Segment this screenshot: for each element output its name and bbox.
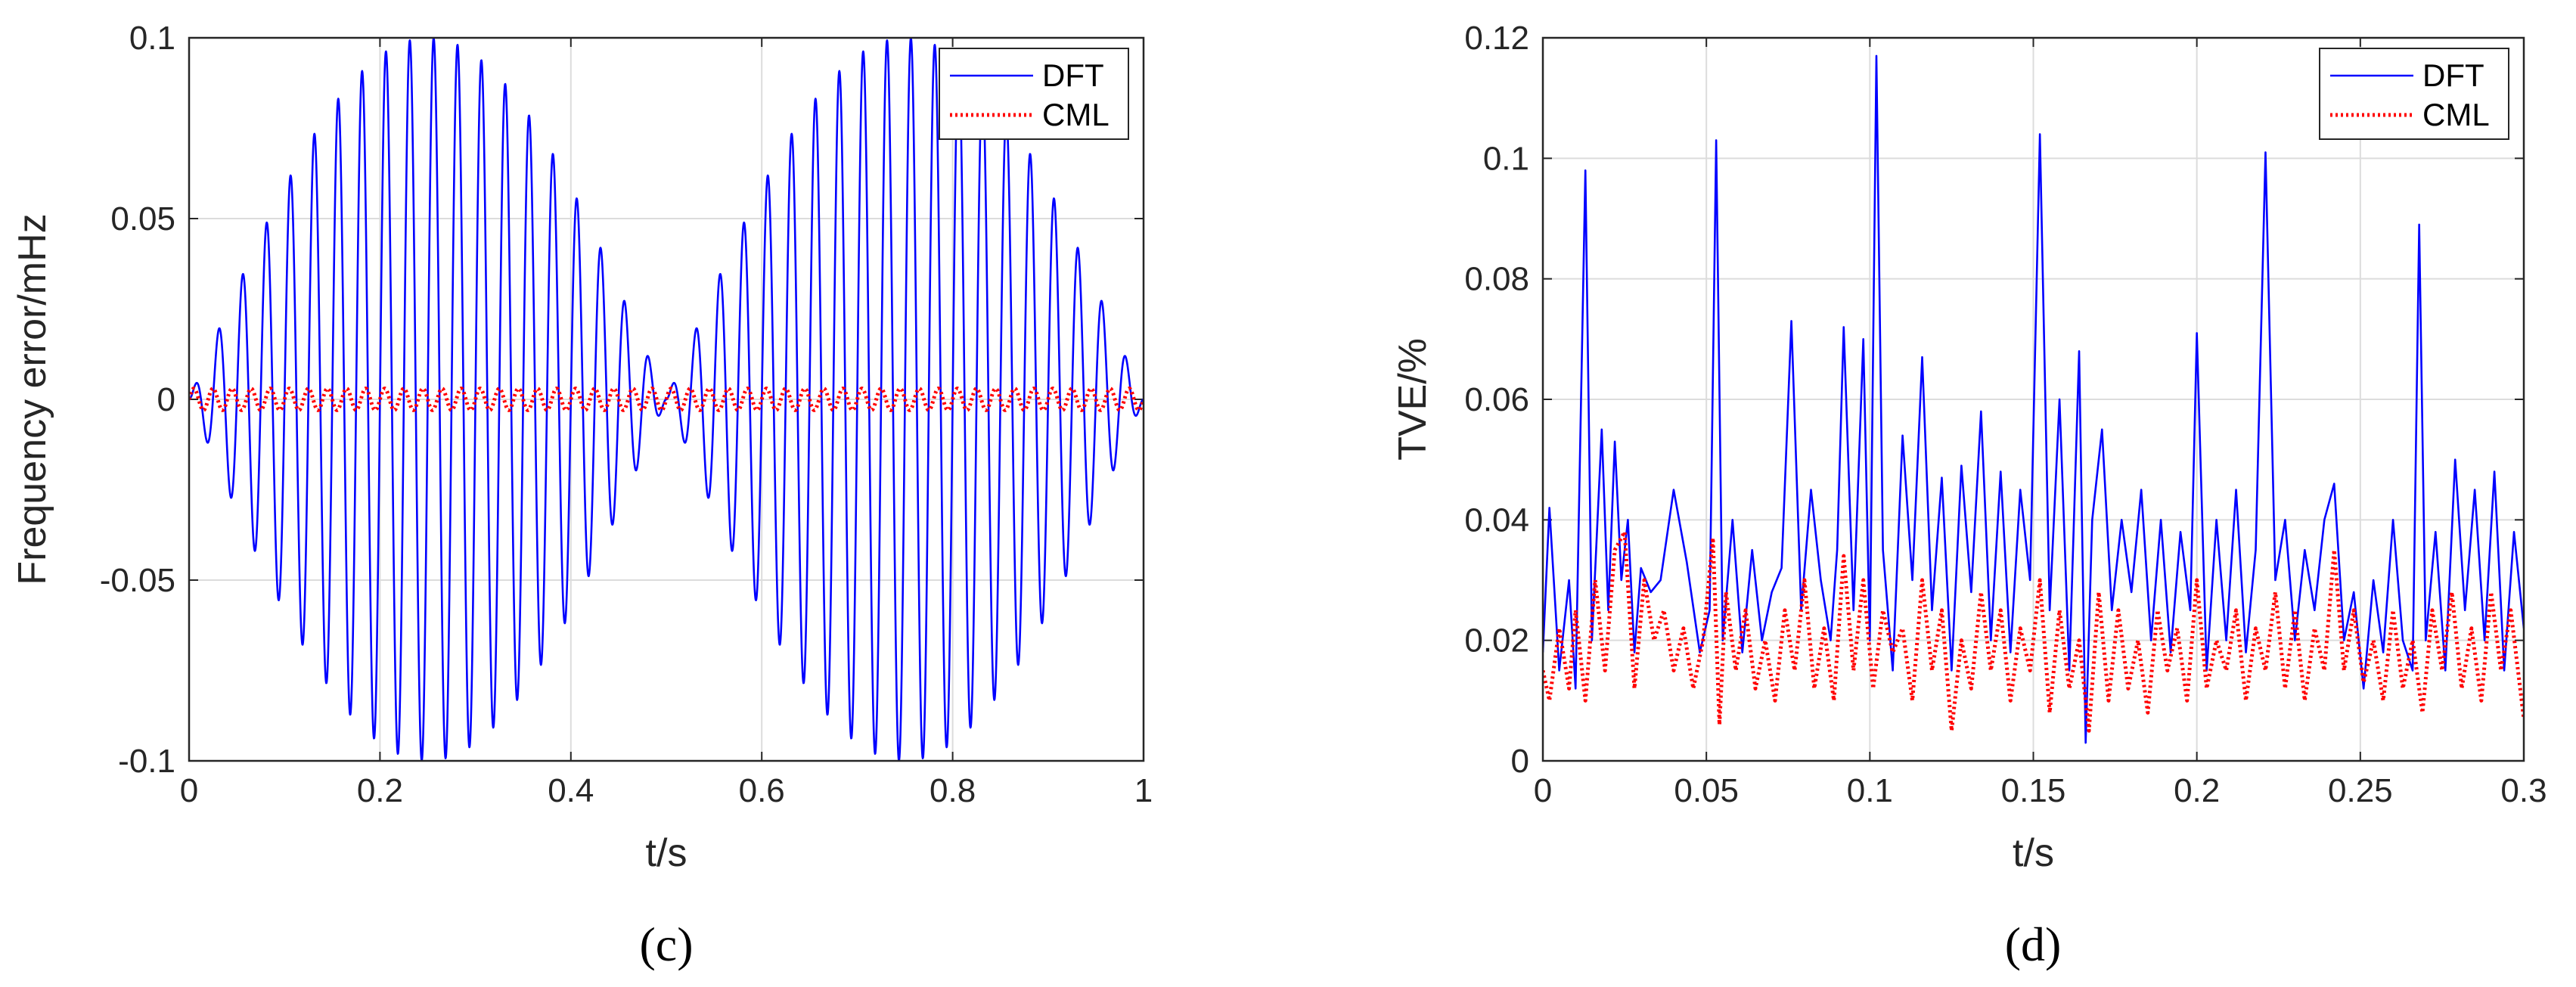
panels: 0 0.2 0.4 0.6 0.8 1 -0.1 -0.05 0 0.05 0.1 DFT CML t/s…	[11, 20, 2547, 971]
axes-box	[1541, 36, 2525, 762]
series-line-cml	[189, 386, 1144, 412]
y-axis-label: TVE/%	[1391, 338, 1435, 461]
x-tick-label: 1	[1134, 772, 1153, 809]
x-axis-label: t/s	[2013, 831, 2054, 875]
y-tick-label: -0.05	[100, 562, 175, 599]
panel-label: (c)	[639, 917, 693, 971]
legend: DFT CML	[2319, 48, 2509, 140]
y-tick-label: 0.1	[129, 20, 175, 57]
y-tick-label: 0.08	[1464, 261, 1529, 298]
x-tick-label: 0.1	[1847, 772, 1893, 809]
legend-label-cml: CML	[2422, 97, 2490, 132]
legend-label-cml: CML	[1042, 97, 1110, 132]
y-tick-label: 0.02	[1464, 622, 1529, 660]
legend-box	[939, 48, 1129, 140]
x-tick-label: 0.3	[2500, 772, 2547, 809]
legend: DFT CML	[939, 48, 1129, 140]
x-tick-label: 0.8	[930, 772, 976, 809]
chart-panel-d: 0 0.05 0.1 0.15 0.2 0.25 0.3 0 0.02 0.04 0.06 0.08 0…	[1391, 20, 2547, 971]
legend-label-dft: DFT	[1042, 57, 1104, 93]
x-tick-label: 0.2	[2174, 772, 2220, 809]
legend-box	[2319, 48, 2509, 140]
panel-label: (d)	[2005, 917, 2062, 971]
chart-panel-c: 0 0.2 0.4 0.6 0.8 1 -0.1 -0.05 0 0.05 0.1 DFT CML t/s…	[11, 20, 1153, 971]
y-tick-label: 0.1	[1483, 140, 1529, 177]
y-tick-label: 0.12	[1464, 20, 1529, 57]
y-tick-label: 0	[157, 381, 175, 418]
x-tick-label: 0.25	[2328, 772, 2393, 809]
y-axis-label: Frequency error/mHz	[11, 213, 54, 585]
x-axis-label: t/s	[646, 831, 687, 875]
x-tick-label: 0.4	[548, 772, 594, 809]
x-tick-label: 0.15	[2001, 772, 2066, 809]
axes-box	[188, 36, 1145, 762]
x-tick-label: 0.6	[739, 772, 785, 809]
x-tick-label: 0	[1534, 772, 1552, 809]
y-tick-label: 0.05	[110, 200, 175, 237]
y-tick-label: 0.04	[1464, 501, 1529, 539]
y-tick-label: -0.1	[118, 743, 175, 780]
x-tick-label: 0.2	[357, 772, 403, 809]
legend-label-dft: DFT	[2422, 57, 2484, 93]
y-tick-label: 0.06	[1464, 381, 1529, 418]
series-line-dft	[1543, 54, 2524, 744]
y-tick-label: 0	[1511, 743, 1529, 780]
x-tick-label: 0.05	[1674, 772, 1739, 809]
x-tick-label: 0	[180, 772, 198, 809]
series-line-cml	[1543, 529, 2524, 733]
